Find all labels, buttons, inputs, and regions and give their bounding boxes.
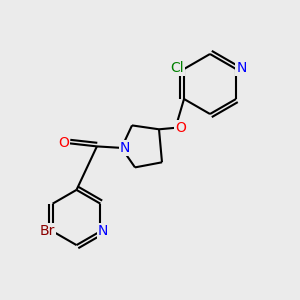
Text: Cl: Cl [171,61,184,74]
Text: Br: Br [40,224,55,238]
Text: N: N [236,61,247,74]
Text: N: N [120,141,130,155]
Text: O: O [176,121,186,135]
Text: N: N [98,224,108,238]
Text: O: O [58,136,69,150]
